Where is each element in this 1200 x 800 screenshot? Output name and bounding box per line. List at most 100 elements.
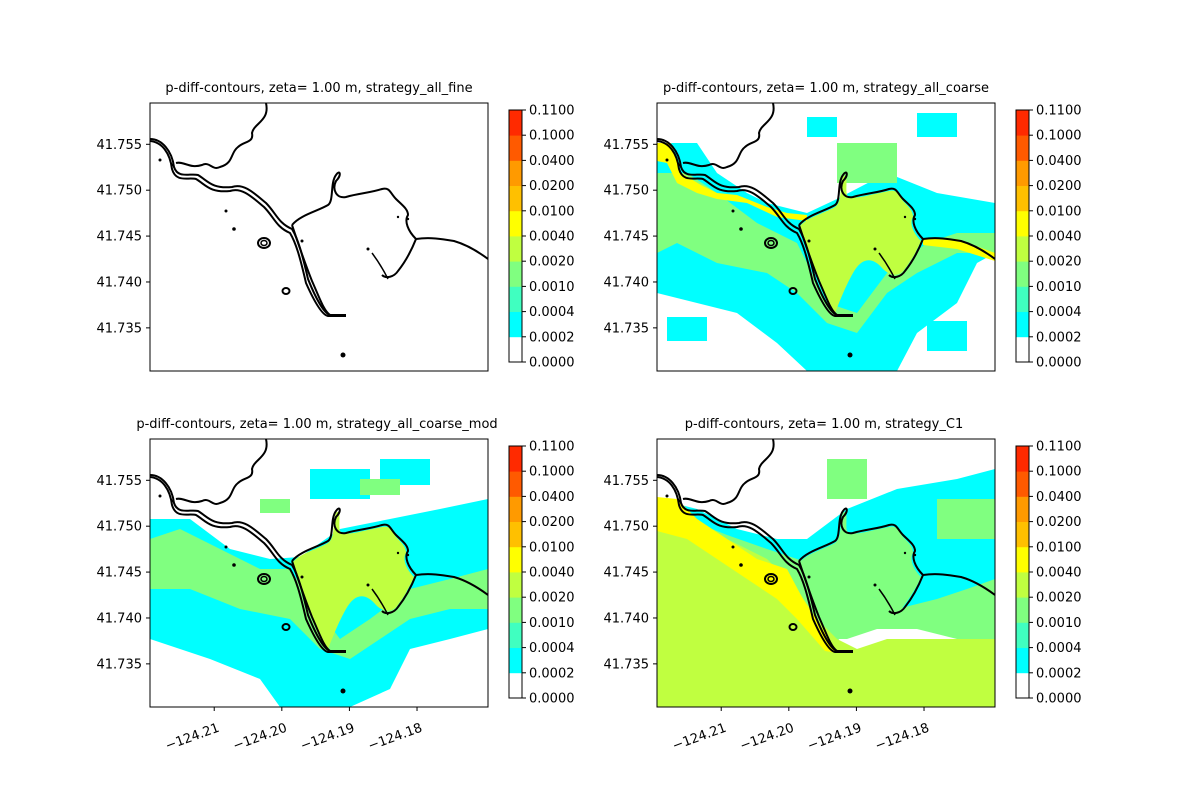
x-tick-label: −124.20 (738, 721, 796, 754)
axes-frame (656, 102, 996, 372)
colorbar-tick-label: 0.0040 (1036, 230, 1082, 245)
y-tick-label: 41.750 (97, 520, 143, 535)
colorbar-segment (509, 471, 522, 497)
contour-region-low (927, 321, 967, 351)
colorbar-tick-label: 0.0002 (529, 666, 575, 681)
contour-fill (657, 459, 995, 707)
colorbar-segment (509, 336, 522, 363)
colorbar-segment (509, 286, 522, 312)
colorbar-tick-label: 0.0200 (529, 515, 575, 530)
colorbar-segment (509, 496, 522, 522)
colorbar-tick-label: 0.0400 (529, 490, 575, 505)
colorbar-tick-label: 0.0004 (529, 641, 575, 656)
colorbar-tick-label: 0.0010 (1036, 616, 1082, 631)
colorbar-segment (1016, 160, 1029, 186)
colorbar-tick-label: 0.0004 (1036, 641, 1082, 656)
colorbar-tick-label: 0.0200 (1036, 515, 1082, 530)
x-tick-label: −124.21 (163, 721, 221, 754)
colorbar: 0.0000 0.0002 0.0004 0.0010 0.0020 0.0040 0.01… (1015, 440, 1082, 707)
colorbar-tick-label: 0.0020 (529, 591, 575, 606)
subplot-strategy-all-fine: p-diff-contours, zeta= 1.00 m, strategy_… (97, 81, 489, 372)
colorbar-segment (1016, 597, 1029, 623)
colorbar-tick-label: 0.0010 (529, 616, 575, 631)
colorbar-segment (509, 261, 522, 287)
y-tick-label: 41.745 (97, 230, 143, 245)
colorbar-segment (509, 597, 522, 623)
x-tick-label: −124.19 (299, 721, 357, 754)
colorbar-segment (1016, 311, 1029, 338)
colorbar-segment (509, 110, 522, 136)
colorbar-tick-label: 0.0020 (1036, 591, 1082, 606)
colorbar-segment (1016, 110, 1029, 136)
panel-title: p-diff-contours, zeta= 1.00 m, strategy_… (685, 417, 963, 432)
x-tick-label: −124.18 (873, 721, 931, 754)
colorbar-tick-label: 0.0000 (529, 692, 575, 707)
y-tick-label: 41.735 (97, 657, 143, 672)
y-tick-label: 41.755 (97, 138, 143, 153)
colorbar-segment (509, 311, 522, 338)
colorbar-tick-label: 0.0200 (1036, 179, 1082, 194)
colorbar-tick-label: 0.0100 (1036, 204, 1082, 219)
contour-region-mid (150, 529, 488, 659)
colorbar-segment (509, 546, 522, 573)
colorbar-tick-label: 0.0400 (1036, 154, 1082, 169)
colorbar-segment (1016, 496, 1029, 522)
colorbar-tick-label: 0.1000 (529, 129, 575, 144)
x-tick-label: −124.18 (366, 721, 424, 754)
contour-fill (150, 459, 488, 707)
panel-title: p-diff-contours, zeta= 1.00 m, strategy_… (165, 81, 472, 96)
y-tick-label: 41.755 (97, 474, 143, 489)
colorbar-tick-label: 0.0040 (529, 566, 575, 581)
contour-region-low (667, 317, 707, 341)
y-tick-label: 41.740 (97, 611, 143, 626)
colorbar-segment (1016, 546, 1029, 573)
x-tick-label: −124.19 (806, 721, 864, 754)
colorbar-segment (1016, 261, 1029, 287)
y-tick-label: 41.750 (604, 520, 650, 535)
colorbar-segment (509, 672, 522, 699)
y-axis: 41.735 41.740 41.745 41.750 41.755 (604, 474, 657, 672)
y-tick-label: 41.745 (604, 230, 650, 245)
contour-region-low (807, 117, 837, 137)
contour-region-mid (260, 499, 290, 513)
colorbar-tick-label: 0.0040 (529, 230, 575, 245)
colorbar-tick-label: 0.0002 (529, 330, 575, 345)
colorbar-tick-label: 0.0040 (1036, 566, 1082, 581)
colorbar-tick-label: 0.0020 (529, 255, 575, 270)
y-axis: 41.735 41.740 41.745 41.750 41.755 (604, 138, 657, 336)
colorbar-tick-label: 0.0000 (529, 356, 575, 371)
y-tick-label: 41.735 (604, 657, 650, 672)
colorbar-segment (1016, 672, 1029, 699)
subplot-strategy-all-coarse-mod: p-diff-contours, zeta= 1.00 m, strategy_… (97, 417, 498, 754)
subplot-strategy-c1: p-diff-contours, zeta= 1.00 m, strategy_… (604, 417, 996, 754)
y-axis: 41.735 41.740 41.745 41.750 41.755 (97, 138, 150, 336)
colorbar-segment (509, 185, 522, 212)
contour-region-mid (360, 479, 400, 495)
y-tick-label: 41.740 (97, 275, 143, 290)
colorbar-tick-label: 0.0010 (529, 280, 575, 295)
colorbar-segment (509, 647, 522, 674)
y-tick-label: 41.750 (97, 184, 143, 199)
colorbar-tick-label: 0.1100 (1036, 104, 1082, 119)
colorbar-segment (1016, 471, 1029, 497)
colorbar-segment (509, 210, 522, 237)
colorbar-tick-label: 0.0002 (1036, 330, 1082, 345)
plot-area (150, 103, 488, 371)
panel-title: p-diff-contours, zeta= 1.00 m, strategy_… (663, 81, 989, 96)
colorbar: 0.0000 0.0002 0.0004 0.0010 0.0020 0.0040 0.01… (508, 104, 575, 371)
colorbar-segment (1016, 286, 1029, 312)
colorbar-segment (509, 521, 522, 548)
axes-frame (656, 438, 996, 708)
contour-region-edge (923, 239, 995, 261)
axes-frame (149, 438, 489, 708)
contour-region-mid (657, 173, 995, 333)
colorbar-tick-label: 0.0020 (1036, 255, 1082, 270)
colorbar-segment (509, 236, 522, 262)
colorbar-segment (1016, 446, 1029, 472)
y-tick-label: 41.755 (604, 138, 650, 153)
colorbar-tick-label: 0.0100 (529, 540, 575, 555)
colorbar-segment (509, 160, 522, 186)
colorbar-tick-label: 0.0400 (1036, 490, 1082, 505)
colorbar-segment (1016, 236, 1029, 262)
